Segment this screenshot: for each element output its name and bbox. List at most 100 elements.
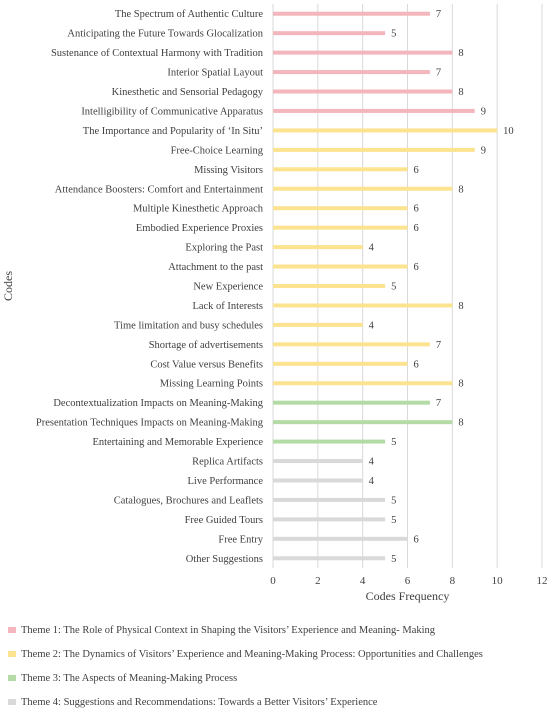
category-label: Lack of Interests	[192, 301, 263, 312]
data-label: 6	[414, 534, 419, 545]
data-label: 8	[458, 87, 463, 98]
category-label: Other Suggestions	[186, 554, 263, 565]
bar	[273, 517, 386, 522]
data-label: 8	[458, 418, 463, 429]
category-label: Free Entry	[218, 534, 263, 545]
category-label: The Importance and Popularity of ‘In Sit…	[83, 126, 263, 137]
bar-chart: 0 2 4 6 8 10 12 The Spectrum of Authentic Cultu…	[1, 4, 548, 603]
bar	[273, 420, 453, 425]
data-label: 5	[391, 515, 396, 526]
data-label: 4	[369, 320, 375, 331]
category-label: Multiple Kinesthetic Approach	[133, 204, 264, 215]
category-label: Cost Value versus Benefits	[150, 359, 263, 370]
data-label: 6	[414, 204, 419, 215]
data-label: 6	[414, 223, 419, 234]
y-axis-title: Codes	[1, 271, 15, 301]
legend-swatch-theme-4	[8, 699, 16, 705]
category-label: Intelligibility of Communicative Apparat…	[81, 106, 263, 117]
category-label: Anticipating the Future Towards Glocaliz…	[67, 29, 263, 40]
legend-swatch-theme-2	[8, 651, 16, 657]
data-label: 5	[391, 282, 396, 293]
bar	[273, 284, 386, 288]
category-label: Time limitation and busy schedules	[114, 320, 263, 331]
data-label: 8	[458, 379, 463, 390]
data-label: 6	[414, 359, 419, 370]
category-label: Free Guided Tours	[185, 515, 263, 526]
bar	[273, 536, 408, 541]
x-tick-label: 8	[450, 575, 456, 587]
legend-item-theme-1: Theme 1: The Role of Physical Context in…	[8, 618, 548, 642]
data-label: 9	[481, 106, 486, 117]
bar	[273, 70, 430, 75]
data-label: 7	[436, 398, 441, 409]
bar	[273, 439, 386, 444]
category-label: Missing Visitors	[194, 165, 263, 176]
data-label: 8	[458, 48, 463, 59]
x-tick-label: 12	[537, 575, 548, 587]
category-label: Presentation Techniques Impacts on Meani…	[36, 418, 264, 429]
data-label: 4	[369, 457, 375, 468]
legend-swatch-theme-1	[8, 627, 16, 633]
bar	[273, 147, 475, 152]
x-tick-label: 6	[405, 575, 411, 587]
data-label: 5	[391, 554, 396, 565]
bar	[273, 167, 408, 172]
legend-label-theme-3: Theme 3: The Aspects of Meaning-Making P…	[21, 672, 238, 684]
bar	[273, 89, 453, 94]
bar	[273, 478, 363, 483]
x-tick-label: 10	[492, 575, 504, 587]
category-label: Interior Spatial Layout	[167, 68, 263, 79]
x-tick-label: 4	[360, 575, 366, 587]
bar	[273, 342, 430, 347]
bar	[273, 11, 430, 16]
category-label: Live Performance	[187, 476, 263, 487]
legend-item-theme-4: Theme 4: Suggestions and Recommendations…	[8, 690, 548, 714]
bar	[273, 497, 386, 502]
data-label: 5	[391, 495, 396, 506]
category-label: Kinesthetic and Sensorial Pedagogy	[112, 87, 264, 98]
bar	[273, 264, 408, 269]
bar	[273, 128, 498, 133]
category-label: Attachment to the past	[168, 262, 263, 273]
chart-legend: Theme 1: The Role of Physical Context in…	[8, 618, 548, 714]
x-tick-label: 2	[315, 575, 321, 587]
bar	[273, 108, 475, 113]
legend-item-theme-2: Theme 2: The Dynamics of Visitors’ Exper…	[8, 642, 548, 666]
bar	[273, 206, 408, 211]
data-label: 6	[414, 262, 419, 273]
category-label: Attendance Boosters: Comfort and Enterta…	[55, 184, 263, 195]
data-label: 6	[414, 165, 419, 176]
category-label: Embodied Experience Proxies	[136, 223, 263, 234]
category-label: Decontextualization Impacts on Meaning-M…	[53, 398, 263, 409]
data-label: 10	[503, 126, 513, 137]
data-label: 5	[391, 29, 396, 40]
bar	[273, 361, 408, 366]
legend-label-theme-2: Theme 2: The Dynamics of Visitors’ Exper…	[21, 648, 483, 660]
bar	[273, 303, 453, 308]
category-label: Free-Choice Learning	[171, 145, 264, 156]
legend-item-theme-3: Theme 3: The Aspects of Meaning-Making P…	[8, 666, 548, 690]
category-label: Missing Learning Points	[160, 379, 263, 390]
data-label: 5	[391, 437, 396, 448]
legend-swatch-theme-3	[8, 675, 16, 681]
data-label: 7	[436, 9, 441, 20]
data-label: 7	[436, 68, 441, 79]
data-label: 7	[436, 340, 441, 351]
category-label: Sustenance of Contextual Harmony with Tr…	[51, 48, 264, 59]
bar	[273, 556, 386, 561]
data-label: 4	[369, 476, 375, 487]
category-label: Entertaining and Memorable Experience	[92, 437, 263, 448]
x-axis-title: Codes Frequency	[366, 589, 450, 603]
category-label: Catalogues, Brochures and Leaflets	[114, 495, 263, 506]
bar	[273, 50, 453, 55]
bar	[273, 186, 453, 191]
bar	[273, 225, 408, 230]
data-label: 9	[481, 145, 486, 156]
legend-label-theme-1: Theme 1: The Role of Physical Context in…	[21, 624, 436, 636]
category-label: Exploring the Past	[185, 243, 263, 254]
data-label: 8	[458, 301, 463, 312]
data-label: 8	[458, 184, 463, 195]
x-tick-label: 0	[270, 575, 276, 587]
category-label: Replica Artifacts	[192, 457, 263, 468]
bar	[273, 322, 363, 327]
